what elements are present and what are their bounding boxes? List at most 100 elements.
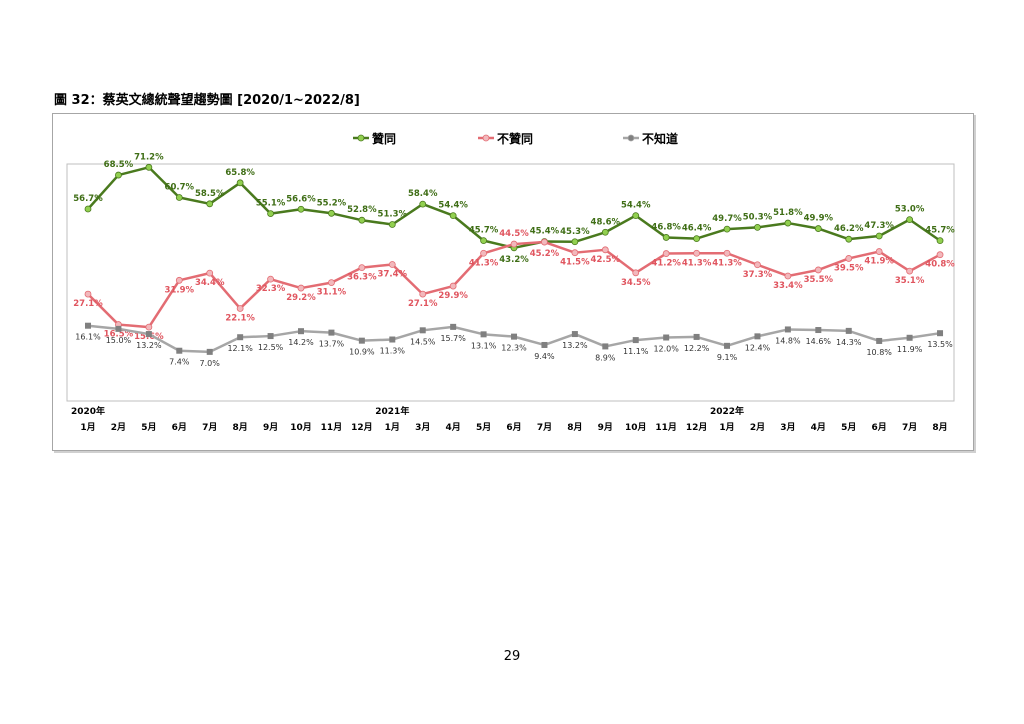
data-label-2-6: 12.5% [258,343,284,352]
data-label-0-10: 51.3% [378,210,408,220]
data-label-1-13: 41.3% [469,258,499,268]
data-label-1-1: 16.5% [104,330,134,340]
data-label-2-14: 12.3% [501,344,527,353]
point-2-9 [358,337,365,344]
data-label-1-8: 31.1% [317,288,347,298]
data-label-1-6: 32.3% [256,284,286,294]
data-label-1-23: 33.4% [773,281,803,291]
point-0-18 [632,212,640,219]
point-1-21 [723,249,731,257]
point-2-6 [267,333,274,340]
point-1-5 [236,305,244,312]
point-0-1 [115,171,122,179]
data-label-1-14: 44.5% [499,229,529,239]
point-2-12 [450,323,457,330]
point-0-3 [175,194,183,201]
x-tick-label-1: 2月 [111,422,126,433]
point-1-13 [480,249,487,257]
data-label-0-26: 47.3% [864,221,894,231]
x-tick-label-5: 8月 [233,422,248,433]
chart-frame: 贊同 不贊同 不知道 56.7% 68.5% 71.2% 60.7% 58.5% 65.8% 5… [52,113,974,451]
point-1-22 [754,261,761,269]
x-tick-label-13: 5月 [476,422,491,433]
legend-label-1: 不贊同 [497,131,533,146]
data-label-2-0: 16.1% [75,333,101,342]
figure-title: 圖 32：蔡英文總統聲望趨勢圖 [2020/1~2022/8] [54,93,360,108]
point-2-17 [602,343,609,350]
point-1-11 [419,290,427,298]
point-2-23 [784,326,791,333]
point-0-5 [236,179,244,187]
point-2-0 [85,322,91,329]
series-0: 56.7% 68.5%71.2% 60.7%58.5% 65.8% 55.1% 56.6%… [73,152,955,264]
data-label-2-17: 8.9% [595,353,616,362]
legend-label-0: 贊同 [372,131,396,146]
data-label-1-28: 40.8% [925,260,955,270]
data-label-0-13: 45.7% [469,226,499,236]
data-label-0-24: 49.9% [804,214,834,224]
year-label-0: 2020年 [71,405,105,417]
point-1-2 [145,323,153,331]
plot-area [66,163,955,402]
point-1-25 [845,255,853,262]
x-tick-label-20: 12月 [686,422,708,433]
data-label-2-4: 7.0% [200,359,221,368]
point-0-11 [419,200,427,208]
data-label-1-26: 41.9% [864,257,894,267]
point-1-8 [328,279,335,286]
point-2-10 [389,336,396,343]
data-label-1-11: 27.1% [408,299,438,309]
data-label-0-23: 51.8% [773,208,803,218]
data-label-1-24: 35.5% [804,275,834,285]
data-label-2-16: 13.2% [562,341,588,350]
x-tick-label-3: 6月 [172,422,187,433]
data-label-1-27: 35.1% [895,276,925,286]
point-1-19 [662,250,670,257]
x-tick-label-19: 11月 [655,422,677,433]
point-0-8 [328,209,335,217]
x-axis: 1月 2月 5月 6月 7月 8月 9月 10月 11月 12月 1月 3月 4月 5月 6月 7月 8月 9月 1… [71,405,948,433]
x-tick-label-12: 4月 [446,422,461,433]
data-label-2-8: 13.7% [319,340,345,349]
data-label-2-3: 7.4% [169,358,190,367]
point-2-24 [815,327,822,334]
point-2-11 [419,327,426,334]
data-label-1-2: 15.6% [134,332,164,342]
point-1-17 [601,246,609,254]
data-label-0-8: 55.2% [317,198,347,208]
point-0-28 [936,237,944,245]
point-0-10 [388,221,396,228]
point-2-28 [937,330,944,337]
data-label-2-1: 15.0% [106,336,132,345]
point-1-7 [297,284,305,292]
point-0-21 [723,225,731,233]
approval-trend-chart: 贊同 不贊同 不知道 56.7%68.5%71.2%60.7%58.5%65.8%5… [66,131,955,433]
point-2-26 [876,337,883,344]
x-tick-label-7: 10月 [290,422,312,433]
point-1-12 [449,282,457,290]
data-label-0-18: 54.4% [621,201,651,211]
data-label-1-12: 29.9% [438,291,468,301]
data-label-2-2: 13.2% [136,341,162,350]
legend: 贊同 不贊同 不知道 [353,131,678,146]
point-2-18 [632,337,639,344]
point-0-4 [206,200,214,208]
point-1-4 [206,269,214,277]
point-0-2 [145,163,153,171]
point-0-13 [480,237,487,245]
point-0-12 [449,212,457,219]
point-2-5 [237,334,244,341]
data-label-2-18: 11.1% [623,347,649,356]
x-tick-label-6: 9月 [263,422,278,433]
data-label-1-4: 34.4% [195,278,225,288]
legend-marker-1 [482,134,490,142]
point-1-15 [541,238,548,246]
data-label-1-19: 41.2% [651,259,681,269]
data-label-0-25: 46.2% [834,224,864,234]
x-tick-label-10: 1月 [385,422,400,433]
point-1-26 [875,248,883,255]
data-label-1-3: 31.9% [165,285,195,295]
data-label-2-21: 9.1% [717,353,738,362]
point-1-6 [267,275,274,283]
x-tick-label-16: 8月 [567,422,582,433]
